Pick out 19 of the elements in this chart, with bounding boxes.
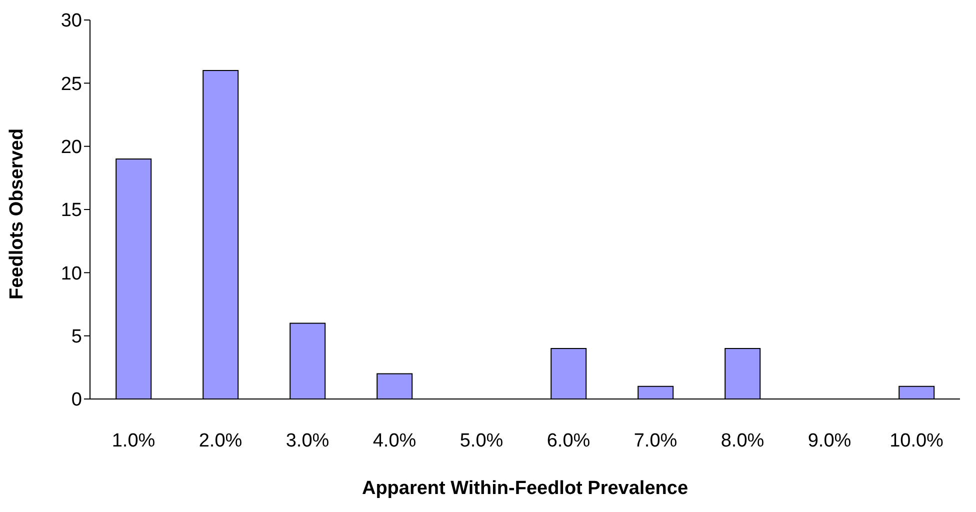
x-tick-label: 8.0% [720, 430, 764, 452]
y-tick-label: 20 [60, 137, 82, 158]
x-tick-label: 4.0% [372, 430, 416, 452]
x-tick-label: 9.0% [808, 430, 852, 452]
x-tick-label: 2.0% [198, 430, 242, 452]
y-tick-label: 10 [60, 263, 82, 284]
x-tick-label: 1.0% [112, 430, 156, 452]
x-tick-label: 3.0% [286, 430, 330, 452]
y-tick-label: 5 [71, 326, 82, 348]
x-tick-label: 10.0% [890, 430, 944, 452]
y-tick-label: 30 [60, 10, 82, 32]
x-tick-label: 5.0% [460, 430, 504, 452]
y-tick-label: 15 [60, 200, 82, 222]
x-tick-label: 6.0% [546, 430, 590, 452]
y-tick-label: 0 [71, 390, 82, 411]
y-axis-title: Feedlots Observed [6, 128, 28, 300]
x-tick-label: 7.0% [634, 430, 678, 452]
x-axis-title: Apparent Within-Feedlot Prevalence [362, 478, 688, 499]
y-tick-label: 25 [60, 74, 82, 95]
